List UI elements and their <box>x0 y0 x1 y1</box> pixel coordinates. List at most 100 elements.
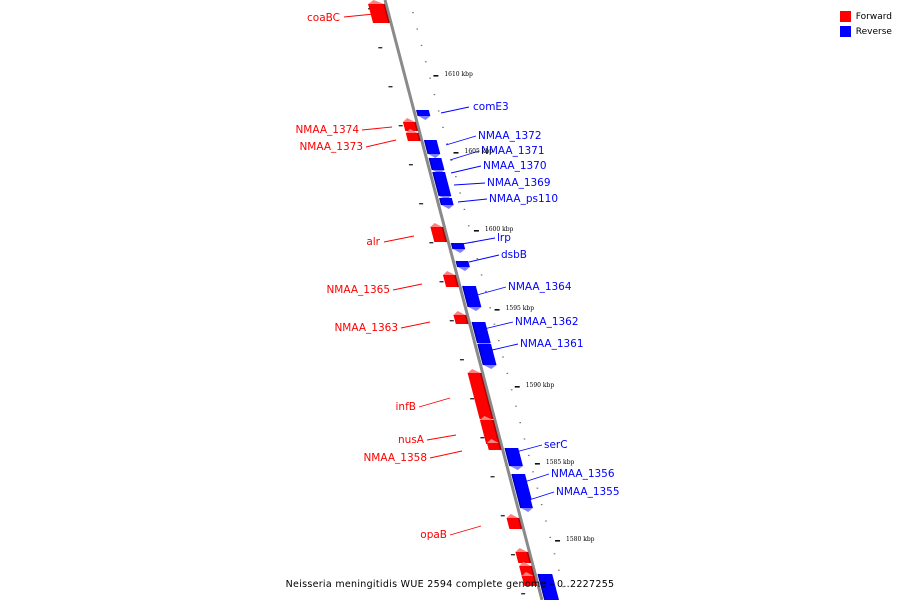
tick-dot <box>549 536 552 538</box>
tick-dot <box>446 143 449 145</box>
leader-line <box>361 126 393 131</box>
gene-label: infB <box>396 401 416 413</box>
tick-dot <box>467 225 470 227</box>
tick-dot <box>463 208 466 210</box>
gene-features <box>368 0 559 600</box>
tick-dot <box>439 281 444 283</box>
leader-line <box>400 321 431 329</box>
gene-bevel <box>486 439 499 443</box>
leader-line <box>440 106 470 114</box>
gene-label: NMAA_1356 <box>551 468 615 480</box>
gene-label: NMAA_1355 <box>556 486 620 498</box>
forward-gene-feature <box>368 0 390 24</box>
gene-bevel <box>428 154 441 158</box>
legend-label-forward: Forward <box>855 11 892 22</box>
gene-label: coaBC <box>307 12 340 24</box>
gene-body <box>518 499 533 508</box>
gene-body <box>402 122 418 131</box>
scale-label: 1585 kbp <box>546 459 575 466</box>
gene-edge <box>417 132 421 142</box>
leader-line <box>429 450 463 459</box>
tick-dot <box>528 454 530 456</box>
gene-body <box>439 198 454 205</box>
gene-label: NMAA_1361 <box>520 338 584 350</box>
gene-edge <box>477 343 485 366</box>
label-leader-lines <box>343 13 555 536</box>
gene-label: opaB <box>420 529 447 541</box>
forward-swatch <box>839 11 851 22</box>
gene-bevel <box>483 365 497 369</box>
gene-edge <box>479 372 494 420</box>
forward-gene-feature <box>430 223 448 243</box>
tick-dot <box>419 203 424 205</box>
gene-label: NMAA_1373 <box>299 141 363 153</box>
gene-bevel <box>402 118 415 122</box>
gene-bevel <box>441 205 454 209</box>
gene-label: NMAA_1374 <box>295 124 359 136</box>
gene-body <box>512 474 532 499</box>
gene-edge <box>517 498 522 509</box>
gene-edge <box>504 447 511 467</box>
leader-line <box>468 254 500 263</box>
tick-dot <box>558 569 560 571</box>
tick-dot <box>510 554 515 556</box>
tick-dot <box>429 77 431 79</box>
gene-body <box>467 373 493 419</box>
scale-tick <box>534 463 540 465</box>
tick-dot <box>489 307 491 309</box>
tick-dot <box>459 192 461 194</box>
tick-dot <box>450 159 453 161</box>
reverse-gene-feature <box>416 109 431 120</box>
legend-item-reverse: Reverse <box>839 24 892 39</box>
gene-edge <box>423 139 430 155</box>
scale-tick <box>514 386 520 388</box>
tick-dot <box>490 476 495 478</box>
tick-dot <box>378 47 383 49</box>
forward-gene-feature <box>442 271 459 288</box>
reverse-gene-feature <box>423 139 441 158</box>
scale-tick <box>433 75 439 77</box>
gene-edge <box>511 473 520 500</box>
tick-dot <box>506 372 509 374</box>
gene-edge <box>498 442 502 451</box>
tick-dot <box>459 359 464 361</box>
gene-edge <box>439 197 443 206</box>
gene-bevel <box>521 572 534 576</box>
tick-dot <box>536 487 539 489</box>
reverse-gene-feature <box>477 343 497 369</box>
gene-bevel <box>442 271 455 275</box>
reverse-gene-feature <box>462 285 482 311</box>
tick-dot <box>425 61 427 63</box>
gene-body <box>515 552 531 563</box>
tick-dot <box>455 176 457 178</box>
gene-label: serC <box>544 439 568 451</box>
gene-label: NMAA_1365 <box>326 284 390 296</box>
leader-line <box>487 343 519 352</box>
reverse-gene-feature <box>504 447 523 470</box>
tick-dot <box>412 12 414 14</box>
leader-line <box>453 182 486 186</box>
leader-line <box>525 491 555 502</box>
gene-label: NMAA_1372 <box>478 130 542 142</box>
scale-label: 1600 kbp <box>485 226 514 233</box>
gene-edge <box>450 242 454 250</box>
forward-gene-feature <box>521 572 538 587</box>
gene-bevel <box>418 116 431 120</box>
gene-bevel <box>368 0 385 4</box>
leader-line <box>383 235 415 243</box>
leader-line <box>392 283 423 291</box>
gene-edge <box>492 419 500 445</box>
scale-label: 1610 kbp <box>444 71 473 78</box>
tick-marks <box>368 8 564 595</box>
gene-body <box>433 172 452 196</box>
gene-edge <box>526 551 532 564</box>
gene-label: nusA <box>398 434 425 446</box>
tick-dot <box>521 593 526 595</box>
leader-line <box>511 444 543 454</box>
leader-line <box>517 473 550 485</box>
forward-gene-feature <box>453 311 469 325</box>
gene-edge <box>383 3 390 24</box>
gene-bevel <box>453 311 466 315</box>
